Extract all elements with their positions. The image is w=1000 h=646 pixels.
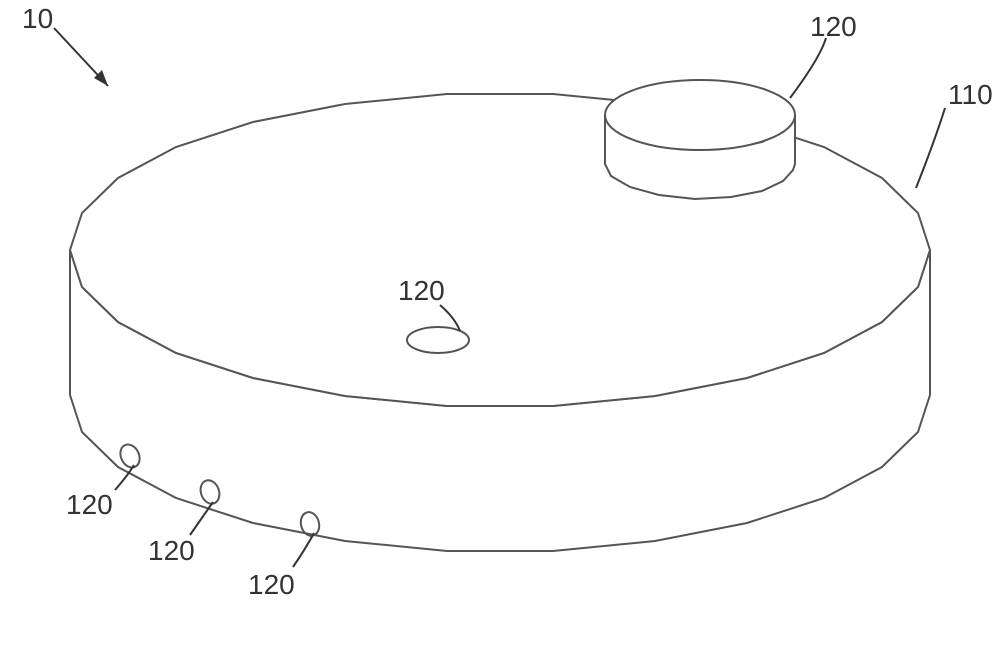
label-top-small: 120 — [398, 275, 445, 306]
device-arrow — [54, 28, 108, 86]
leader-top-large — [790, 38, 826, 98]
label-side-1: 120 — [66, 489, 113, 520]
top-sensor-large-top — [605, 80, 795, 150]
top-sensor-large — [605, 80, 795, 199]
label-side-2: 120 — [148, 535, 195, 566]
label-body: 110 — [948, 79, 993, 110]
patent-figure: 10 110 120 120 120 120 120 — [0, 0, 1000, 646]
body-top — [70, 94, 930, 406]
leader-body — [916, 108, 945, 188]
device-body — [70, 94, 930, 551]
label-device: 10 — [22, 3, 53, 34]
leader-side-3 — [293, 533, 314, 567]
label-top-large: 120 — [810, 11, 857, 42]
label-side-3: 120 — [248, 569, 295, 600]
